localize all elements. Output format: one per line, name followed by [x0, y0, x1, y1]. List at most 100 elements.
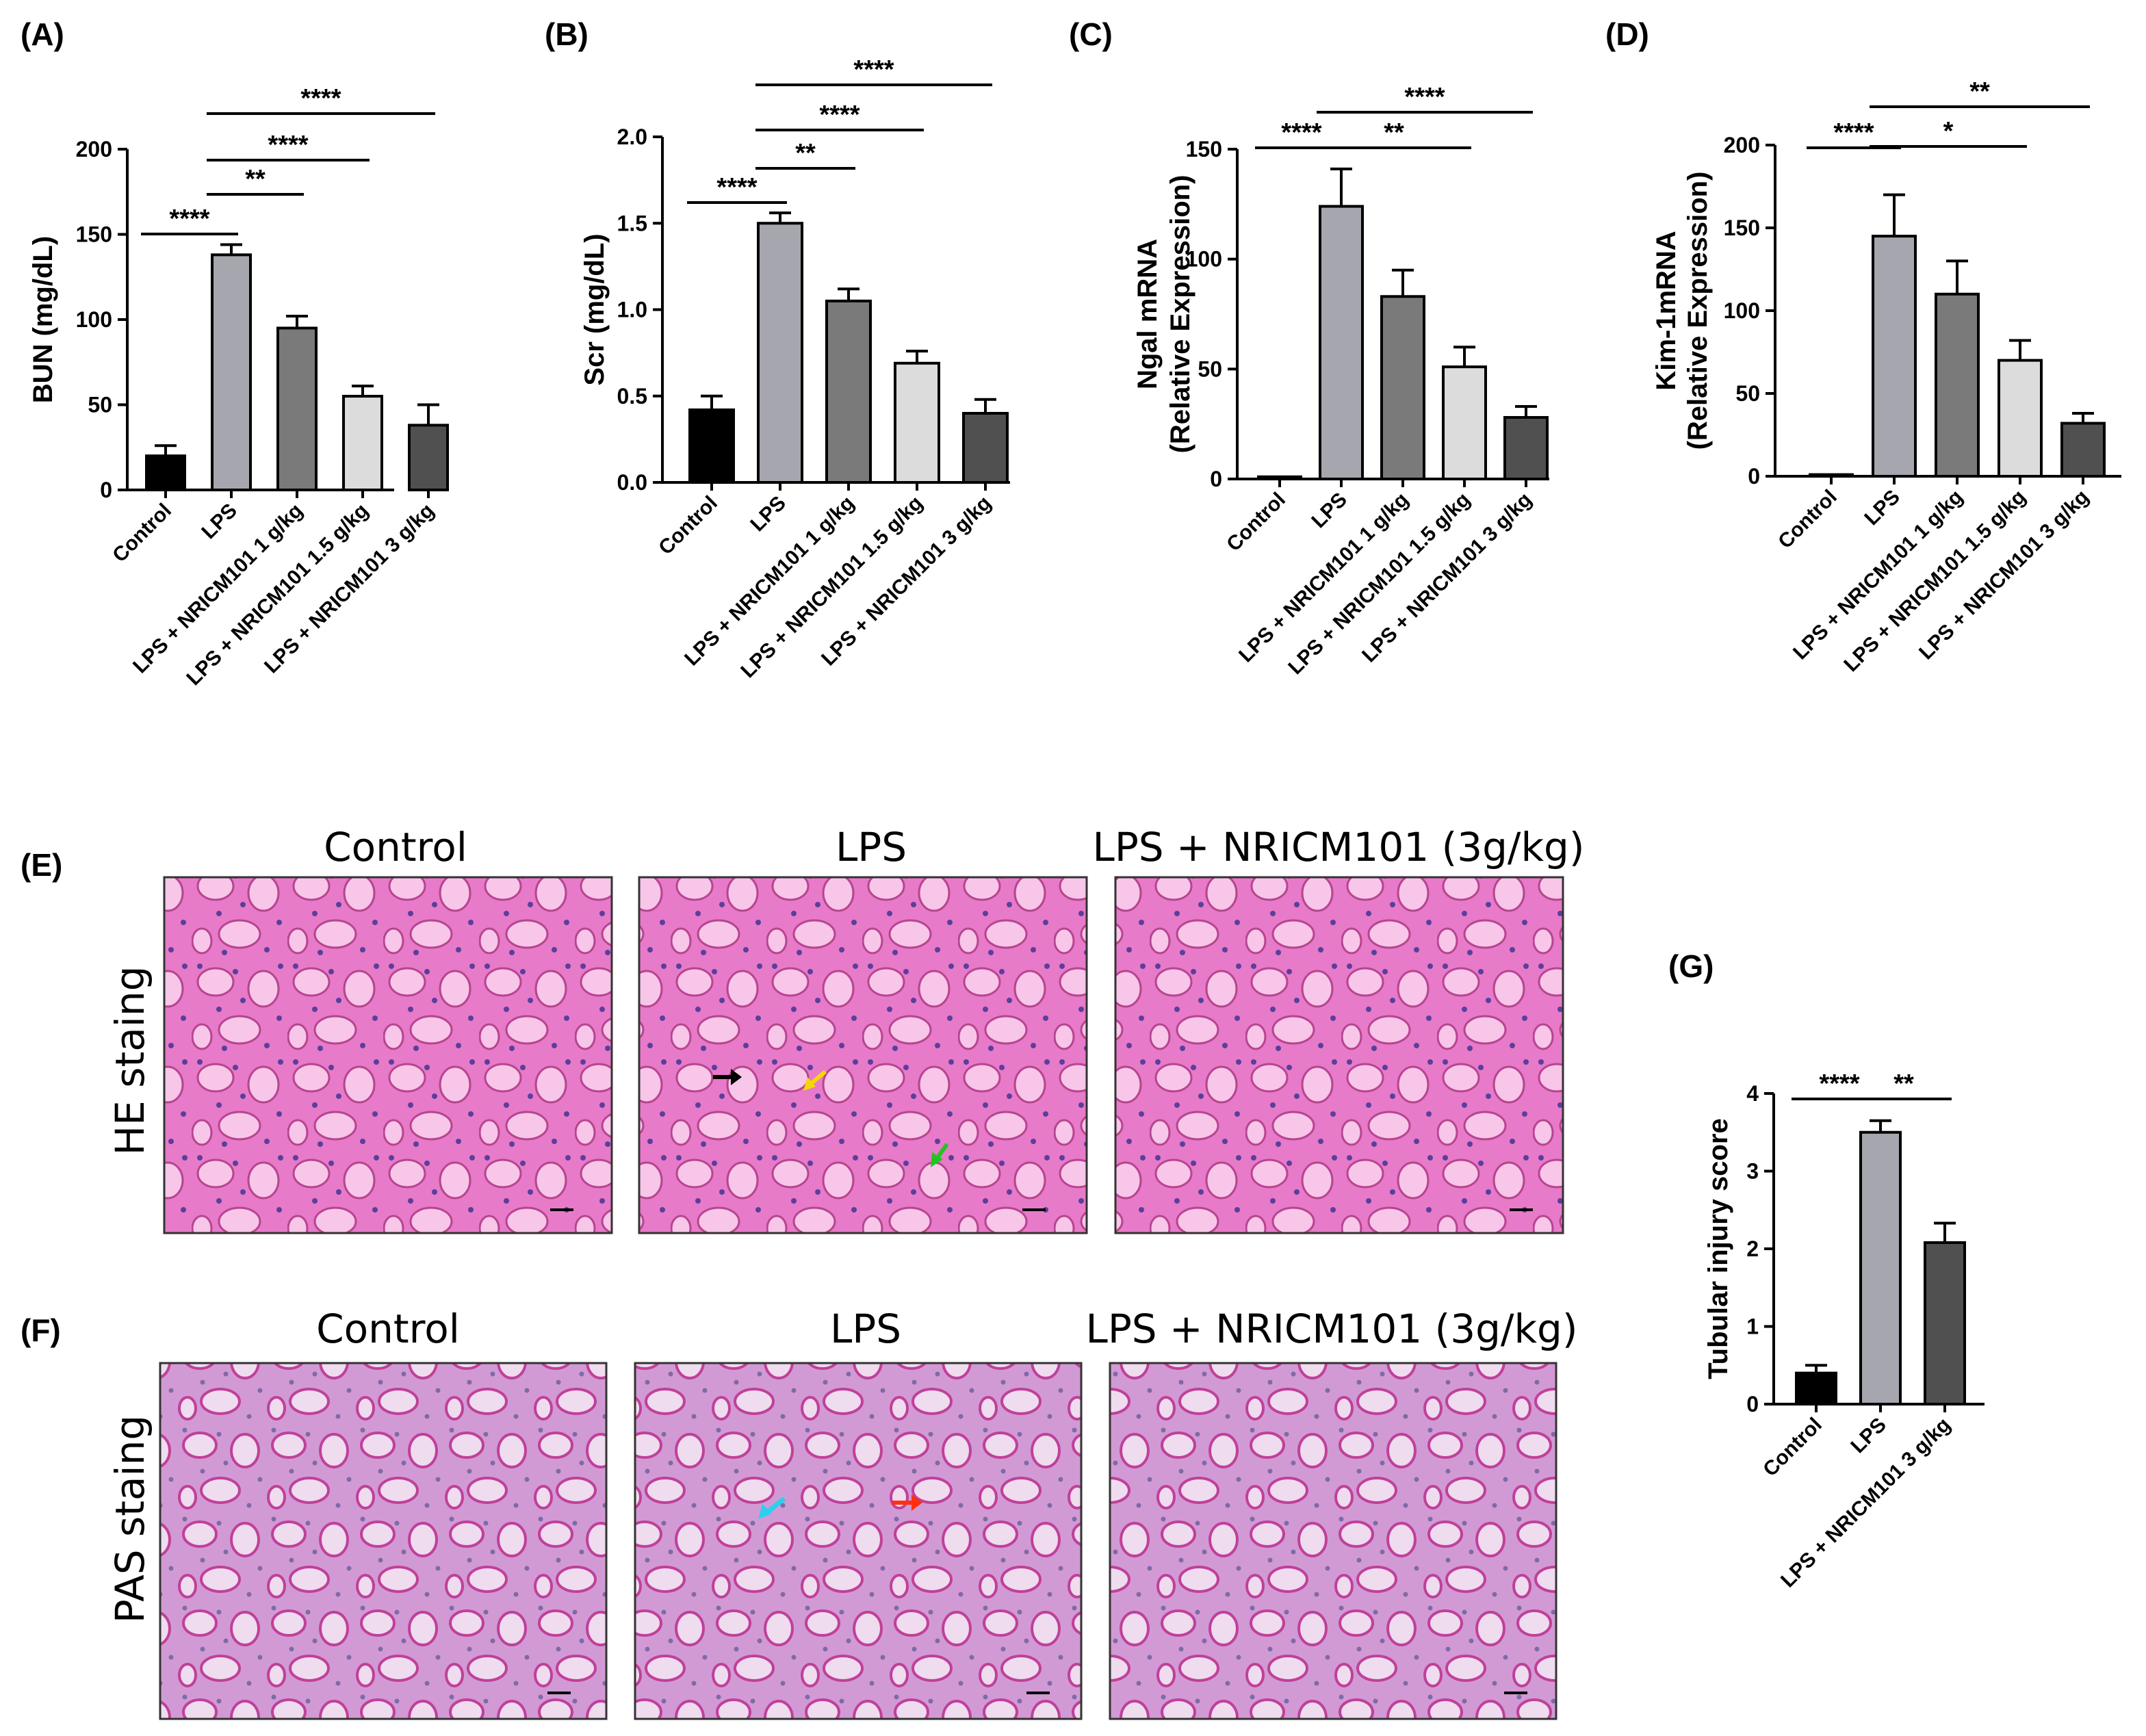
significance-label: ****	[1819, 1070, 1859, 1098]
arrow-red-icon	[892, 1494, 922, 1511]
significance-label: ****	[300, 84, 341, 113]
panel-label-f: (F)	[21, 1312, 61, 1348]
y-tick-label: 100	[76, 307, 112, 332]
bar	[1935, 292, 1980, 478]
bar	[211, 253, 252, 491]
y-tick-label: 0	[1746, 1392, 1759, 1416]
x-tick-label: LPS	[1307, 489, 1352, 533]
arrow-green-icon	[931, 1143, 949, 1167]
bar	[1319, 205, 1364, 480]
panel-label-e: (E)	[21, 847, 62, 883]
bar	[825, 299, 872, 484]
he-image-lps-nricm101	[1114, 876, 1564, 1234]
significance-label: ****	[169, 205, 209, 233]
significance-label: *	[1943, 117, 1954, 146]
pas-image-control	[159, 1362, 608, 1720]
y-axis-label: Ngal mRNA	[1133, 239, 1163, 389]
bar	[2060, 422, 2106, 478]
significance-label: ****	[1281, 118, 1321, 147]
y-axis-label: Tubular injury score	[1703, 1118, 1733, 1379]
bar	[1257, 475, 1302, 481]
x-tick-label: LPS	[197, 500, 242, 544]
bar	[1795, 1371, 1837, 1405]
chart-panel-2: (C) 0 50 100 150 Ngal mRNA (Relative Expressio…	[1069, 16, 1549, 679]
significance-label: ****	[1404, 83, 1445, 112]
panel-label: (G)	[1668, 948, 1714, 984]
pas-title-lps-nricm101: LPS + NRICM101 (3g/kg)	[1086, 1306, 1578, 1352]
bar	[1809, 473, 1854, 478]
he-title-lps: LPS	[836, 824, 907, 870]
bar	[276, 326, 318, 492]
significance-label: **	[245, 165, 266, 194]
y-tick-label: 0	[1748, 464, 1760, 489]
x-tick-label: Control	[1759, 1414, 1826, 1481]
y-tick-label: 4	[1746, 1081, 1759, 1106]
he-title-control: Control	[324, 824, 467, 870]
y-tick-label: 0.0	[617, 470, 647, 495]
histology-section: (E) (F) HE staing PAS staing Control LPS…	[21, 824, 1585, 1720]
y-tick-label: 3	[1746, 1159, 1759, 1184]
y-tick-label: 2	[1746, 1236, 1759, 1261]
arrow-yellow-icon	[803, 1070, 827, 1091]
y-tick-label: 0	[1210, 467, 1222, 491]
x-tick-label: LPS	[1846, 1414, 1891, 1458]
x-tick-label: Control	[1774, 486, 1841, 554]
y-tick-label: 1.0	[617, 298, 647, 322]
y-tick-label: 50	[1735, 381, 1760, 406]
y-tick-label: 200	[76, 137, 112, 161]
y-tick-label: 100	[1724, 298, 1760, 323]
significance-label: ****	[819, 101, 859, 129]
y-tick-label: 1.5	[617, 211, 647, 235]
y-tick-label: 100	[1186, 247, 1222, 272]
bar	[962, 412, 1009, 484]
bar	[342, 395, 383, 491]
y-tick-label: 50	[1198, 357, 1222, 381]
chart-panel-3: (D) 0 50 100 150 200 Kim-1mRNA (Relative Expres…	[1605, 16, 2121, 676]
x-tick-label: LPS	[746, 492, 790, 536]
bar	[145, 454, 186, 492]
panel-label: (A)	[21, 16, 64, 52]
bar	[1503, 416, 1549, 481]
y-axis-label: BUN (mg/dL)	[28, 236, 58, 403]
bar	[1998, 359, 2043, 478]
significance-label: **	[1384, 118, 1404, 147]
y-axis-label: (Relative Expression)	[1165, 175, 1195, 454]
significance-label: ****	[716, 173, 757, 202]
y-tick-label: 150	[1186, 137, 1222, 161]
bar	[1859, 1130, 1902, 1405]
pas-title-lps: LPS	[830, 1306, 901, 1352]
y-axis-label: (Relative Expression)	[1683, 172, 1713, 450]
arrow-cyan-icon	[758, 1497, 786, 1519]
he-title-lps-nricm101: LPS + NRICM101 (3g/kg)	[1093, 824, 1585, 870]
y-axis-label: Kim-1mRNA	[1651, 231, 1681, 390]
bar	[1872, 235, 1917, 478]
panel-label: (B)	[545, 16, 589, 52]
pas-image-lps	[634, 1362, 1083, 1720]
significance-label: **	[1969, 77, 1990, 106]
bar	[1442, 365, 1487, 480]
y-tick-label: 2.0	[617, 125, 647, 149]
y-tick-label: 50	[88, 393, 112, 417]
bar	[1380, 295, 1425, 480]
significance-label: ****	[853, 55, 894, 84]
he-image-control	[163, 876, 613, 1234]
he-image-lps	[638, 876, 1088, 1234]
x-tick-label: LPS	[1860, 486, 1904, 530]
y-axis-label: Scr (mg/dL)	[580, 233, 610, 385]
row-label-pas: PAS staing	[107, 1415, 153, 1623]
panel-label: (C)	[1069, 16, 1113, 52]
significance-label: **	[795, 139, 816, 168]
bar	[408, 424, 449, 492]
y-tick-label: 0.5	[617, 384, 647, 409]
y-tick-label: 0	[100, 478, 112, 502]
bar	[688, 408, 735, 484]
y-tick-label: 150	[1724, 216, 1760, 240]
pas-image-lps-nricm101	[1109, 1362, 1557, 1720]
arrow-black-icon	[713, 1069, 742, 1085]
panel-label: (D)	[1605, 16, 1649, 52]
x-tick-label: Control	[108, 500, 176, 567]
